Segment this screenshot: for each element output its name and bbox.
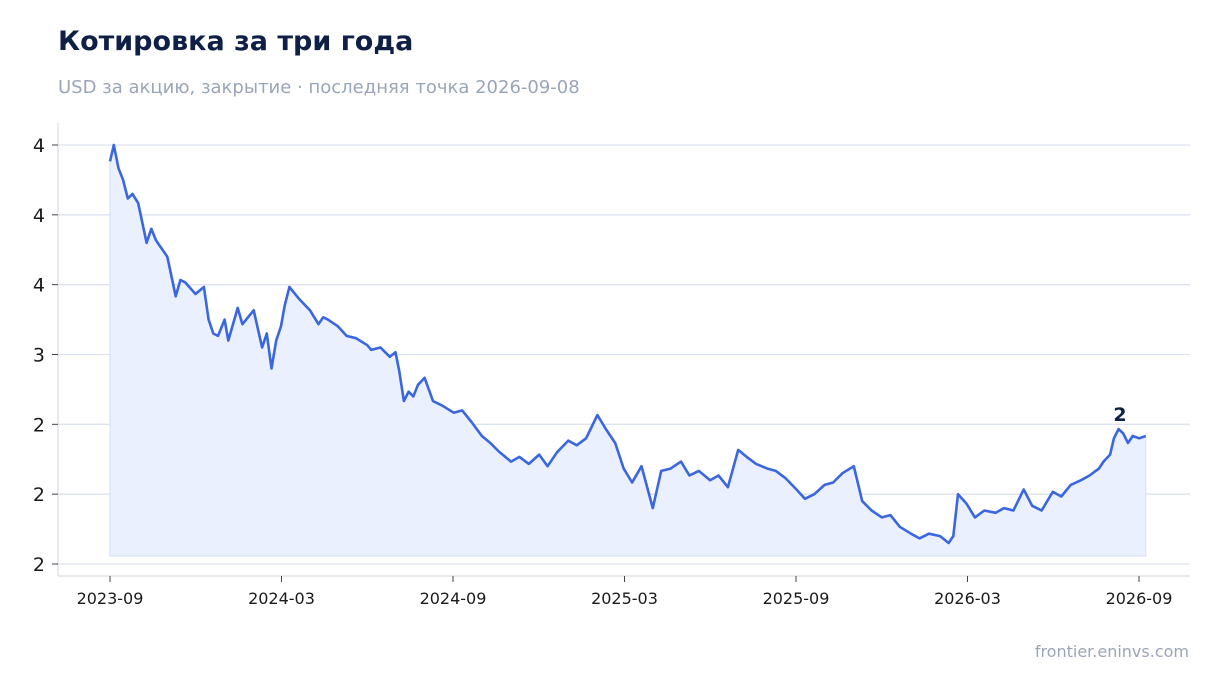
y-tick-label: 4 — [33, 275, 45, 297]
x-tick-label: 2025-03 — [591, 589, 658, 608]
x-tick-label: 2023-09 — [77, 589, 144, 608]
y-tick-label: 4 — [33, 135, 45, 157]
chart-title: Котировка за три года — [58, 26, 414, 57]
y-tick-label: 2 — [33, 554, 45, 576]
last-point-label: 2 — [1113, 404, 1126, 426]
y-tick-label: 4 — [33, 205, 45, 227]
x-tick-label: 2025-09 — [763, 589, 830, 608]
chart-subtitle: USD за акцию, закрытие · последняя точка… — [58, 77, 580, 98]
x-tick-label: 2026-03 — [934, 589, 1001, 608]
source-footer: frontier.eninvs.com — [1034, 642, 1189, 661]
x-tick-label: 2024-09 — [420, 589, 487, 608]
y-axis-ticks: 2 2 2 3 4 4 4 — [33, 135, 58, 576]
price-line — [108, 143, 1147, 545]
x-tick-label: 2024-03 — [248, 589, 315, 608]
x-tick-label: 2026-09 — [1106, 589, 1173, 608]
x-axis-ticks: 2023-09 2024-03 2024-09 2025-03 2025-09 2026-… — [77, 576, 1173, 608]
y-tick-label: 2 — [33, 414, 45, 436]
y-tick-label: 2 — [33, 484, 45, 506]
y-tick-label: 3 — [33, 345, 45, 367]
